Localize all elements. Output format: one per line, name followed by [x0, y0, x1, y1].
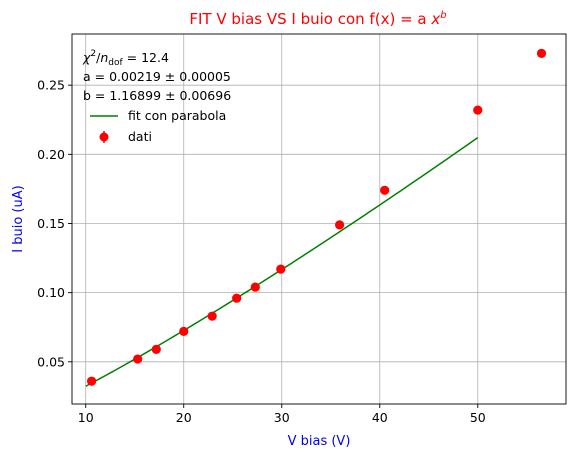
- data-points: [87, 48, 547, 386]
- legend-dati-label: dati: [128, 129, 152, 144]
- chart-title: FIT V bias VS I buio con f(x) = a xb: [189, 10, 446, 28]
- x-tick-label: 30: [274, 410, 290, 425]
- stats-box: χ2/ndof = 12.4 a = 0.00219 ± 0.00005 b =…: [82, 49, 231, 103]
- stats-param-b: b = 1.16899 ± 0.00696: [83, 88, 231, 103]
- y-axis-label: I buio (uA): [11, 185, 26, 252]
- data-point: [334, 220, 345, 230]
- data-point: [473, 105, 483, 115]
- legend-dati-marker: [99, 132, 109, 142]
- chi-slash: /: [96, 50, 101, 65]
- y-tick-label: 0.05: [37, 354, 65, 369]
- chi-value: = 12.4: [123, 50, 169, 65]
- x-axis-label: V bias (V): [288, 434, 351, 449]
- x-tick-label: 50: [470, 410, 486, 425]
- data-point: [536, 48, 547, 58]
- chi-symbol: χ: [82, 50, 91, 65]
- data-point: [232, 293, 242, 303]
- title-main: FIT V bias VS I buio con f(x) = a: [189, 10, 431, 28]
- y-tick-label: 0.20: [37, 147, 65, 162]
- data-point: [151, 344, 161, 354]
- chi-exponent: 2: [90, 49, 96, 59]
- legend-fit-label: fit con parabola: [128, 108, 226, 123]
- data-point: [133, 354, 143, 364]
- title-exponent: b: [440, 10, 446, 21]
- plot-area: [72, 34, 566, 404]
- y-tick-label: 0.15: [37, 216, 65, 231]
- x-tick-label: 40: [372, 410, 388, 425]
- data-point: [207, 311, 217, 321]
- stats-chi-squared: χ2/ndof = 12.4: [82, 49, 169, 68]
- chi-dof: dof: [108, 58, 123, 68]
- data-point: [380, 185, 390, 195]
- title-variable: x: [430, 10, 440, 28]
- chi-n: n: [100, 50, 108, 65]
- data-point: [250, 282, 260, 292]
- data-point: [87, 376, 97, 386]
- legend: fit con parabola dati: [90, 108, 226, 144]
- gridlines: [72, 34, 566, 404]
- y-tick-label: 0.25: [37, 78, 65, 93]
- y-axis-ticks: 0.05 0.10 0.15 0.20 0.25: [37, 78, 72, 369]
- x-tick-label: 20: [176, 410, 192, 425]
- x-tick-label: 10: [78, 410, 94, 425]
- data-point: [179, 326, 189, 336]
- stats-param-a: a = 0.00219 ± 0.00005: [83, 69, 231, 84]
- x-axis-ticks: 10 20 30 40 50: [78, 404, 486, 425]
- plot-frame: [71, 33, 567, 405]
- y-tick-label: 0.10: [37, 285, 65, 300]
- data-point: [276, 264, 286, 274]
